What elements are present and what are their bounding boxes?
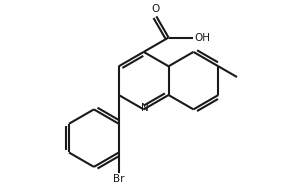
- Text: OH: OH: [194, 33, 210, 43]
- Text: O: O: [151, 4, 159, 14]
- Text: Br: Br: [113, 174, 125, 184]
- Text: N: N: [141, 103, 149, 113]
